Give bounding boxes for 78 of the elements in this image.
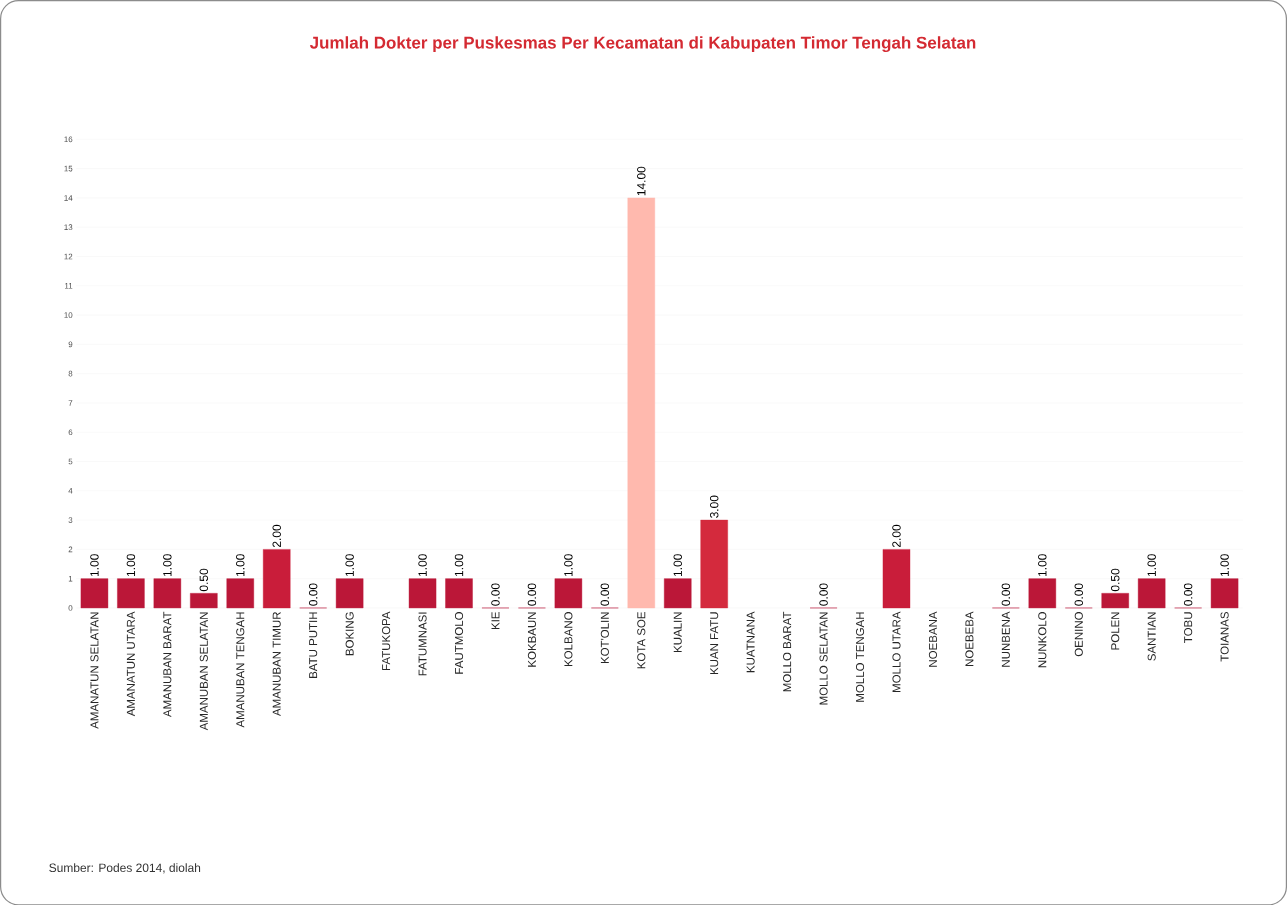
bar bbox=[263, 548, 291, 608]
bar bbox=[335, 578, 364, 608]
data-label: 0.00 bbox=[600, 583, 610, 606]
data-label: 2.00 bbox=[272, 524, 281, 547]
data-label: 1.00 bbox=[418, 553, 427, 576]
x-tick-label: KUAN FATU bbox=[710, 612, 719, 674]
data-label: 0.50 bbox=[1110, 568, 1120, 591]
bar bbox=[80, 578, 109, 608]
x-tick-label: MOLLO TENGAH bbox=[855, 612, 865, 702]
data-label: 1.00 bbox=[1038, 553, 1047, 576]
data-label: 1.00 bbox=[673, 553, 682, 576]
data-label: 0.00 bbox=[308, 583, 318, 606]
bar bbox=[153, 578, 182, 608]
bar bbox=[554, 578, 583, 608]
bar bbox=[408, 578, 437, 608]
data-label: 1.00 bbox=[1220, 553, 1229, 576]
bar bbox=[190, 592, 218, 608]
bar bbox=[627, 197, 656, 608]
x-tick-label: SANTIAN bbox=[1147, 612, 1156, 661]
data-label: 0.00 bbox=[1074, 583, 1083, 606]
x-tick-label: KUALIN bbox=[673, 612, 682, 652]
data-label: 14.00 bbox=[637, 166, 646, 196]
data-label: 0.00 bbox=[1183, 583, 1193, 606]
x-tick-label: NUNBENA bbox=[1001, 611, 1010, 667]
bar bbox=[882, 548, 911, 608]
bar bbox=[1101, 592, 1129, 608]
data-label: 0.00 bbox=[1001, 583, 1011, 606]
x-tick-label: POLEN bbox=[1111, 612, 1120, 650]
data-label: 1.00 bbox=[564, 553, 573, 576]
x-tick-label: MOLLO SELATAN bbox=[819, 612, 828, 705]
x-tick-label: TOIANAS bbox=[1220, 611, 1229, 662]
x-tick-label: KOKBAUN bbox=[527, 612, 536, 667]
data-label: 1.00 bbox=[236, 553, 245, 576]
x-tick-label: KOT'OLIN bbox=[600, 612, 609, 663]
x-tick-label: MOLLO BARAT bbox=[783, 611, 792, 692]
x-tick-label: FATUKOPA bbox=[382, 611, 391, 670]
x-tick-label: NUNKOLO bbox=[1038, 611, 1047, 668]
bar bbox=[664, 578, 692, 608]
x-tick-label: NOEBANA bbox=[928, 611, 937, 667]
data-label: 1.00 bbox=[90, 553, 99, 576]
bar bbox=[117, 578, 145, 608]
x-tick-label: KOTA SOE bbox=[637, 611, 646, 669]
text: Sumber: Podes 2014, diolah bbox=[49, 863, 201, 874]
data-label: 1.00 bbox=[126, 553, 136, 576]
data-label: 1.00 bbox=[163, 553, 172, 576]
x-tick-label: OENINO bbox=[1074, 611, 1083, 656]
bar bbox=[1028, 578, 1057, 608]
data-label: 0.00 bbox=[491, 583, 500, 606]
bar bbox=[445, 578, 473, 608]
data-label: 2.00 bbox=[892, 524, 901, 547]
x-tick-label: NOEBEBA bbox=[965, 611, 974, 666]
bar bbox=[1210, 578, 1239, 608]
data-label: 0.00 bbox=[819, 583, 828, 606]
x-tick-label: AMANATUN SELATAN bbox=[90, 612, 99, 729]
x-tick-label: AMANUBAN BARAT bbox=[163, 611, 172, 717]
x-tick-label: KUATNANA bbox=[746, 611, 755, 672]
data-label: 3.00 bbox=[709, 495, 719, 518]
bar bbox=[226, 578, 254, 608]
data-label: 0.00 bbox=[527, 583, 537, 606]
x-tick-label: AMANUBAN TENGAH bbox=[236, 612, 245, 728]
x-tick-label: FATUMNASI bbox=[418, 612, 427, 676]
x-tick-label: TOBU bbox=[1184, 612, 1193, 643]
bar bbox=[1137, 578, 1166, 608]
x-tick-label: FAUTMOLO bbox=[454, 611, 464, 674]
x-tick-label: AMANUBAN TIMUR bbox=[272, 611, 281, 716]
x-tick-label: BOKING bbox=[345, 612, 354, 655]
data-label: 0.50 bbox=[199, 568, 209, 591]
x-tick-label: AMANUBAN SELATAN bbox=[199, 612, 208, 731]
x-tick-label: AMANATUN UTARA bbox=[126, 611, 135, 716]
bar bbox=[700, 519, 728, 608]
x-tick-label: BATU PUTIH bbox=[309, 612, 318, 678]
x-tick-label: MOLLO UTARA bbox=[892, 611, 901, 692]
data-label: 1.00 bbox=[345, 553, 354, 576]
x-tick-label: KIE bbox=[491, 611, 500, 629]
data-label: 1.00 bbox=[454, 553, 464, 576]
data-label: 1.00 bbox=[1147, 553, 1156, 576]
chart-title: Jumlah Dokter per Puskesmas Per Kecamatan di Kabupaten Timor Tengah Selatan bbox=[309, 36, 976, 52]
x-tick-label: KOLBANO bbox=[564, 611, 573, 666]
